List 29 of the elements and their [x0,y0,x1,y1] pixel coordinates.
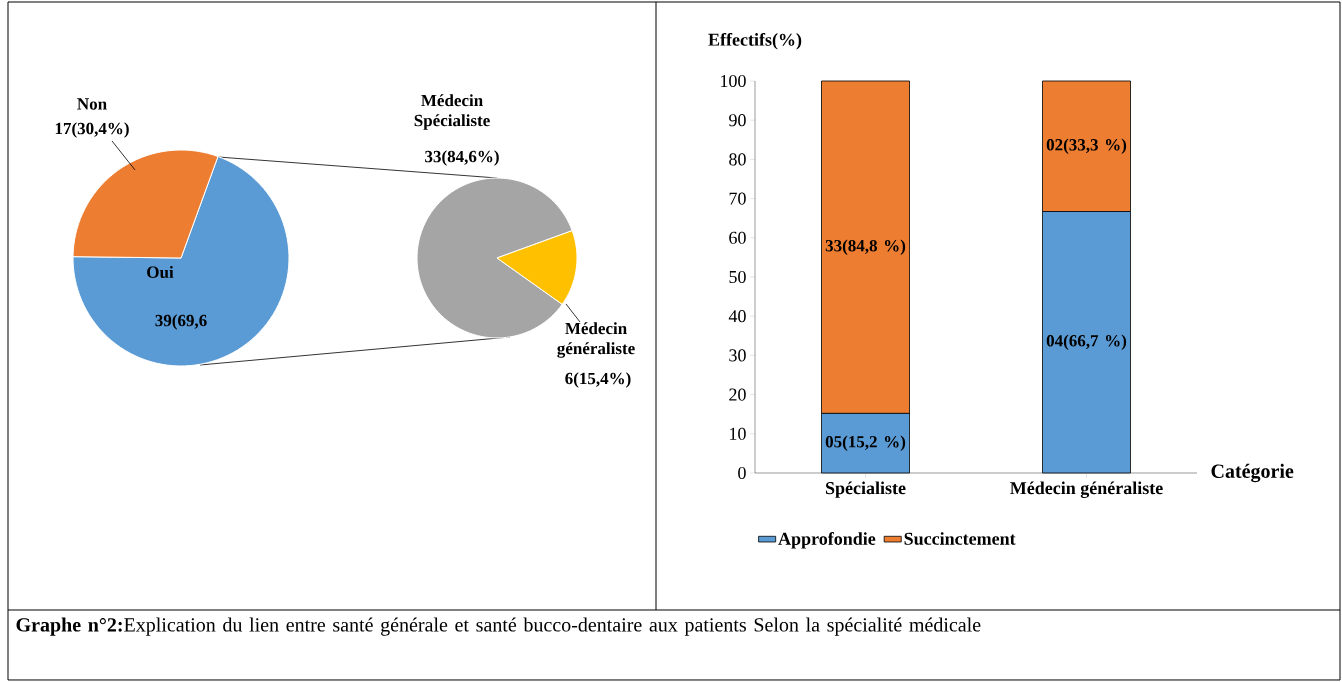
y-tick-label: 20 [729,388,746,401]
y-tick-label: 60 [729,231,746,244]
slice-label: Non [77,98,107,110]
data-label: 6(15,4%) [565,372,631,388]
y-tick-label: 100 [721,74,746,88]
y-tick-label: 10 [730,427,746,440]
x-tick-label: Spécialiste [825,481,906,498]
data-label: 33(84,8 %) [825,239,906,255]
y-axis-title: Effectifs(%) [708,32,802,50]
legend-label: Succinctement [904,532,1016,545]
data-label: 02(33,3 %) [1046,138,1127,154]
y-tick-label: 40 [728,310,746,323]
data-label: 39(69,6 [155,314,207,330]
data-label: 17(30,4%) [55,122,129,138]
y-tick-label: 50 [729,270,746,284]
y-tick-label: 30 [729,349,746,362]
slice-label: Médecin généraliste [557,322,635,358]
y-tick-label: 70 [729,192,746,205]
slice-label: Oui [147,265,174,278]
legend-label: Approfondie [778,532,876,549]
text: Graphe n°2:Explication du lien entre santé générale et santé bucco-dentaire aux patients Selon la spécialité médicale [16,617,981,636]
y-tick-label: 80 [729,153,746,166]
data-label: 04(66,7 %) [1046,334,1127,350]
y-tick-label: 90 [729,114,746,127]
data-label: 05(15,2 %) [825,435,906,451]
slice-label: Médecin Spécialiste [414,94,490,130]
y-tick-label: 0 [738,466,746,480]
data-label: 33(84,6%) [425,150,499,166]
x-axis-title: Catégorie [1211,463,1294,483]
